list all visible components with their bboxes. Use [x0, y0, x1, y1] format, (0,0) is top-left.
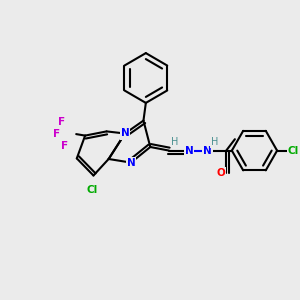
Text: O: O — [217, 168, 225, 178]
Text: H: H — [211, 137, 218, 147]
Text: Cl: Cl — [86, 185, 98, 195]
Text: F: F — [53, 129, 60, 139]
Text: H: H — [171, 136, 178, 147]
Text: N: N — [121, 128, 129, 139]
Text: N: N — [203, 146, 212, 156]
Text: N: N — [127, 158, 135, 168]
Text: F: F — [61, 141, 68, 151]
Text: N: N — [184, 146, 194, 156]
Text: F: F — [58, 117, 65, 127]
Text: Cl: Cl — [288, 146, 299, 156]
